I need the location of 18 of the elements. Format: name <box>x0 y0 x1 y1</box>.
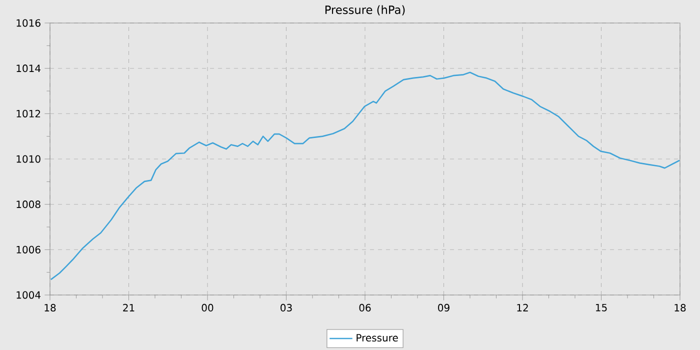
x-tick-label: 15 <box>596 304 607 312</box>
y-tick-label: 1014 <box>16 64 40 72</box>
y-tick-label: 1006 <box>16 246 40 254</box>
x-tick-label: 18 <box>674 304 686 312</box>
y-tick-label: 1016 <box>16 19 40 27</box>
x-tick-label: 12 <box>517 304 528 312</box>
x-tick-label: 21 <box>123 304 134 312</box>
x-tick-label: 00 <box>202 304 214 312</box>
x-tick-label: 09 <box>438 304 450 312</box>
x-tick-label: 03 <box>280 304 292 312</box>
y-tick-label: 1004 <box>16 291 40 299</box>
x-tick-label: 18 <box>44 304 56 312</box>
x-tick-label: 06 <box>359 304 371 312</box>
y-tick-label: 1012 <box>16 110 40 118</box>
y-tick-label: 1010 <box>16 155 40 163</box>
chart-title: Pressure (hPa) <box>325 5 405 16</box>
legend-label: Pressure <box>356 334 398 342</box>
y-tick-label: 1008 <box>16 200 40 208</box>
